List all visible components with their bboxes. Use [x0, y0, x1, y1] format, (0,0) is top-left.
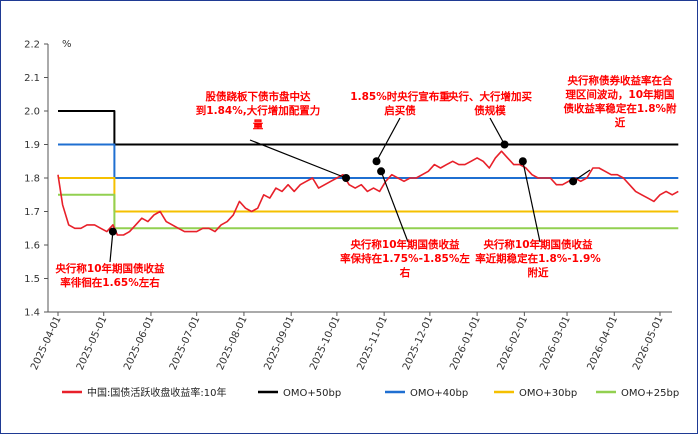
y-tick-label: 1.6: [24, 241, 40, 252]
y-tick-label: 1.4: [24, 308, 40, 319]
series-line: [57, 150, 679, 236]
legend-label: OMO+40bp: [410, 388, 468, 399]
x-tick-label: 2025-04-01: [29, 315, 64, 372]
annotation-leader: [489, 117, 506, 145]
y-unit-label: %: [62, 39, 72, 50]
x-tick-label: 2025-10-01: [308, 315, 343, 372]
y-tick-label: 2.2: [24, 40, 40, 51]
legend-label: 中国:国债活跃收盘收益率:10年: [87, 386, 226, 399]
annotation-text: 率徘徊在1.65%左右: [60, 276, 160, 289]
y-tick-labels: 1.4 1.5 1.6 1.7 1.8 1.9 2.0 2.1 2.2: [24, 40, 48, 319]
annotation-text: 率保持在1.75%-1.85%左: [340, 252, 470, 265]
annotation-text: 央行称10年期国债收益: [350, 238, 460, 251]
legend-label: OMO+30bp: [519, 388, 577, 399]
annotation-text: 债收益率稳定在1.8%附: [563, 102, 677, 115]
annotation-marker: [518, 157, 527, 166]
legend: 中国:国债活跃收盘收益率:10年 OMO+50bp OMO+40bp OMO+30bp…: [62, 386, 679, 399]
annotation-leader: [380, 171, 409, 243]
series-lines: [57, 110, 679, 236]
series-line: [58, 177, 679, 213]
x-tick-label: 2025-07-01: [168, 315, 203, 372]
annotation-text: 启买债: [384, 104, 416, 117]
legend-label: OMO+50bp: [283, 388, 341, 399]
x-tick-label: 2026-05-01: [631, 315, 666, 372]
x-tick-label: 2026-01-01: [448, 315, 483, 372]
y-tick-label: 2.0: [24, 107, 40, 118]
x-tick-label: 2026-03-01: [538, 315, 573, 372]
series-line: [58, 193, 679, 230]
y-tick-label: 1.9: [24, 140, 40, 151]
annotation-text: 到1.84%,大行增加配置力: [196, 104, 320, 117]
annotation-text: 量: [253, 118, 264, 131]
y-tick-label: 1.7: [24, 207, 40, 218]
annotation-text: 近: [615, 116, 626, 129]
annotation-text: 右: [399, 266, 411, 279]
x-tick-label: 2026-02-01: [496, 315, 531, 372]
annotation-marker: [377, 167, 386, 176]
annotation-text: 央行称10年期国债收益: [483, 238, 593, 251]
annotation-text: 央行称10年期国债收益: [55, 262, 165, 275]
annotation-leader: [522, 161, 541, 243]
annotation-text: 央行称债券收益率在合: [568, 74, 673, 87]
x-tick-label: 2025-09-01: [262, 315, 297, 372]
x-tick-label: 2025-08-01: [215, 315, 250, 372]
x-tick-label: 2025-12-01: [401, 315, 436, 372]
annotation-marker: [342, 174, 351, 182]
annotations: 央行称10年期国债收益率徘徊在1.65%左右股债跷板下债市盘中达到1.84%,大…: [55, 74, 677, 289]
annotation-leader: [249, 139, 347, 179]
x-tick-label: 2025-06-01: [122, 315, 157, 372]
annotation-leader: [109, 231, 114, 263]
x-tick-label: 2025-05-01: [75, 315, 110, 372]
annotation-text: 理区间波动，10年期国: [565, 88, 674, 101]
y-tick-label: 1.8: [24, 174, 40, 185]
annotation-marker: [108, 227, 117, 236]
x-tick-labels: 2025-04-01 2025-05-01 2025-06-01 2025-07-01…: [29, 312, 666, 372]
y-tick-label: 2.1: [24, 73, 40, 84]
annotation-marker: [372, 157, 381, 166]
legend-label: OMO+25bp: [621, 388, 679, 399]
series-line: [58, 110, 679, 146]
annotation-leader: [375, 117, 401, 162]
annotation-text: 央行、大行增加买: [448, 90, 532, 103]
annotation-text: 1.85%时央行宣布重: [350, 90, 450, 103]
annotation-text: 债规模: [474, 104, 506, 117]
x-tick-label: 2025-11-01: [355, 315, 390, 372]
annotation-text: 率近期稳定在1.8%-1.9%: [475, 252, 601, 265]
y-tick-label: 1.5: [24, 274, 40, 285]
x-tick-label: 2026-04-01: [585, 315, 620, 372]
annotation-text: 股债跷板下债市盘中达: [206, 90, 311, 103]
annotation-text: 附近: [528, 266, 549, 279]
annotation-marker: [500, 140, 509, 149]
annotation-marker: [569, 177, 578, 186]
